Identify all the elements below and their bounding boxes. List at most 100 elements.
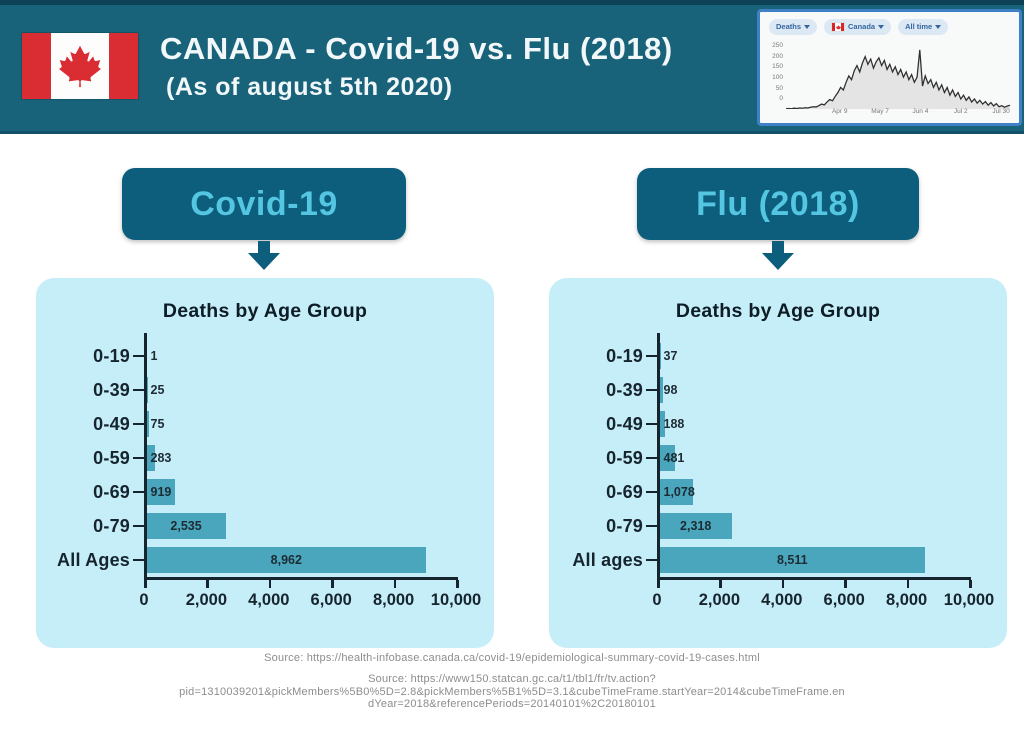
metric-dropdown-label: Deaths (776, 22, 802, 32)
canada-flag-image (22, 33, 138, 99)
bar-row: 0-19 1 (36, 339, 494, 373)
value-label: 283 (150, 451, 172, 465)
category-tick (133, 354, 144, 358)
value-label: 919 (150, 485, 172, 499)
x-axis-tick-label: 2,000 (698, 590, 741, 609)
value-label: 25 (150, 383, 165, 397)
category-tick (646, 558, 657, 562)
covid-group-label: Covid-19 (190, 184, 338, 223)
category-label: 0-19 (606, 345, 643, 366)
bar-row: 0-39 98 (549, 373, 1007, 407)
bar (146, 377, 148, 403)
bar (659, 343, 661, 369)
x-axis-line (144, 577, 458, 580)
metric-dropdown[interactable]: Deaths (769, 19, 818, 35)
value-label: 2,535 (170, 519, 202, 533)
category-tick (133, 456, 144, 460)
category-label: 0-19 (93, 345, 130, 366)
bar (146, 479, 176, 505)
page-subtitle: (As of august 5th 2020) (166, 73, 453, 101)
source-url-fragment: Source: https://www150.statcan.gc.ca/t1/… (368, 673, 656, 685)
chart-title: Deaths by Age Group (162, 300, 368, 322)
category-label: All ages (572, 549, 643, 570)
x-axis-tick-label: 6,000 (823, 590, 865, 609)
country-dropdown[interactable]: Canada (824, 19, 892, 35)
bar-row: 0-59 283 (36, 441, 494, 475)
category-label: 0-79 (93, 515, 130, 536)
x-axis-tick-label: 4,000 (761, 590, 803, 609)
category-label: 0-69 (93, 481, 130, 502)
flu-panel: Deaths by Age Group 0-19 37 0-39 98 0-49 188 0… (549, 278, 1007, 648)
arrow-down-icon (762, 241, 794, 271)
source-footer: Source: https://health-infobase.canada.c… (0, 652, 1024, 711)
category-tick (133, 422, 144, 426)
mini-x-tick-label: May 7 (871, 108, 889, 115)
header-banner: CANADA - Covid-19 vs. Flu (2018) (As of … (0, 0, 1024, 134)
category-label: 0-59 (606, 447, 643, 468)
category-tick (133, 524, 144, 528)
category-label: 0-49 (93, 413, 130, 434)
category-label: 0-59 (93, 447, 130, 468)
timerange-dropdown[interactable]: All time (898, 19, 949, 35)
bar-row: 0-19 37 (549, 339, 1007, 373)
bar-row: 0-59 481 (549, 441, 1007, 475)
timerange-dropdown-label: All time (905, 22, 933, 32)
value-label: 188 (663, 417, 685, 431)
mini-y-tick-label: 200 (772, 52, 783, 60)
mini-y-tick-label: 100 (772, 74, 783, 82)
x-axis-line (657, 577, 971, 580)
mini-chart-y-axis: 250 200 150 100 50 0 (768, 42, 783, 103)
arrow-down-icon (248, 241, 280, 271)
mini-x-tick-label: Jul 30 (992, 108, 1010, 115)
bar-row: 0-79 2,535 (36, 509, 494, 543)
mini-chart-x-axis: Apr 9 May 7 Jun 4 Jul 2 Jul 30 (786, 108, 1010, 117)
source-line-2: Source: https://www150.statcan.gc.ca/t1/… (0, 673, 1024, 711)
source-url-fragment: pid=1310039201&pickMembers%5B0%5D=2.8&pi… (179, 685, 845, 698)
category-label: 0-79 (606, 515, 643, 536)
flag-red-band (22, 33, 51, 99)
bar-row: All Ages 8,962 (36, 543, 494, 577)
bar (659, 479, 694, 505)
category-tick (646, 422, 657, 426)
deaths-timeline-chart: 250 200 150 100 50 0 Apr 9 May 7 Jun 4 Jul 2 Jul … (768, 42, 1012, 119)
bar-row: 0-69 919 (36, 475, 494, 509)
value-label: 2,318 (680, 519, 712, 533)
bar (146, 513, 226, 539)
bar (659, 513, 732, 539)
category-label: 0-39 (93, 379, 130, 400)
bar-row: 0-39 25 (36, 373, 494, 407)
bar (659, 411, 666, 437)
bar-row: All ages 8,511 (549, 543, 1007, 577)
covid-panel: Deaths by Age Group 0-19 1 0-39 25 0-49 75 0-5… (36, 278, 494, 648)
flag-white-band (51, 33, 109, 99)
x-axis-tick-label: 8,000 (372, 590, 415, 609)
x-axis-tick-label: 10,000 (943, 590, 995, 609)
value-label: 37 (663, 349, 678, 363)
mini-y-tick-label: 50 (775, 84, 783, 92)
y-axis-line (657, 333, 660, 585)
flu-group-label: Flu (2018) (696, 184, 860, 223)
x-axis-tick-label: 6,000 (310, 590, 352, 609)
category-tick (646, 490, 657, 494)
bar (659, 547, 926, 573)
mini-x-tick-label: Jul 2 (953, 108, 968, 115)
x-axis-tick-label: 0 (139, 590, 149, 609)
x-axis-tick-label: 10,000 (430, 590, 482, 609)
category-tick (646, 524, 657, 528)
mini-y-tick-label: 0 (779, 95, 783, 103)
mini-x-tick-label: Jun 4 (912, 108, 929, 115)
value-label: 1,078 (663, 485, 695, 499)
maple-leaf-icon (58, 45, 102, 88)
value-label: 1 (150, 349, 158, 363)
bar-row: 0-79 2,318 (549, 509, 1007, 543)
x-axis-tick-label: 8,000 (885, 590, 928, 609)
chevron-down-icon (804, 25, 811, 29)
category-tick (133, 558, 144, 562)
category-tick (133, 490, 144, 494)
bar (659, 445, 675, 471)
flu-group-tag: Flu (2018) (637, 168, 919, 240)
category-tick (646, 456, 657, 460)
chevron-down-icon (935, 25, 942, 29)
category-tick (646, 354, 657, 358)
category-label: All Ages (57, 549, 130, 570)
